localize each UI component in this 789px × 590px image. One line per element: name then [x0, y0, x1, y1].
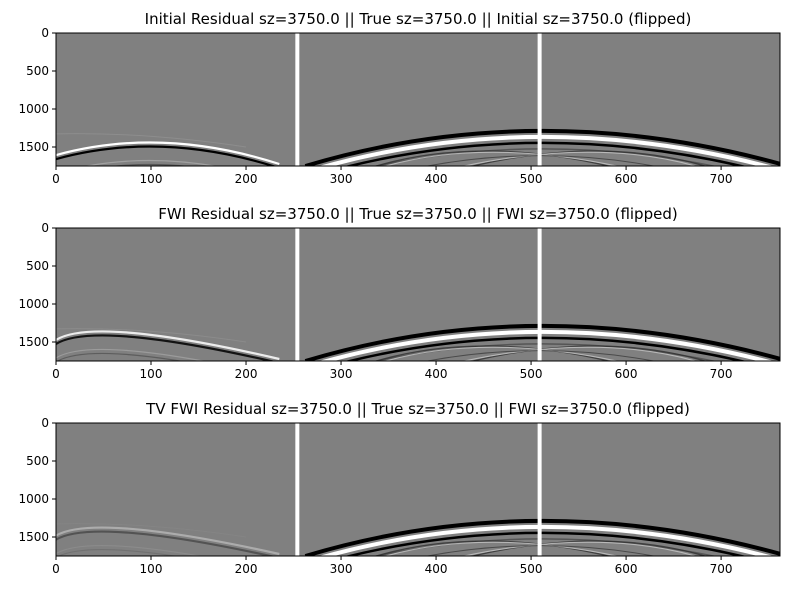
x-tick-label: 0 — [52, 172, 60, 186]
y-tick-label: 1000 — [18, 102, 49, 116]
direct-wave-shadow — [373, 538, 717, 556]
panel-frame — [55, 422, 781, 557]
separator-line — [537, 33, 542, 166]
reflection-arc-left-light — [384, 151, 620, 166]
x-tick-label: 700 — [710, 562, 733, 576]
direct-wave-shadow — [373, 343, 717, 361]
x-tick-label: 500 — [520, 172, 543, 186]
reflection-arc-right-dark — [470, 150, 708, 166]
residual-reflection-light — [56, 544, 203, 556]
panel-title: FWI Residual sz=3750.0 || True sz=3750.0… — [158, 205, 677, 223]
panel-frame — [55, 32, 781, 167]
x-tick-label: 600 — [615, 172, 638, 186]
x-tick-label: 300 — [330, 562, 353, 576]
residual-wavefront-light — [56, 141, 280, 166]
panel-frame — [55, 227, 781, 362]
separator-line — [295, 423, 300, 556]
direct-wave-dark-tail — [344, 531, 747, 556]
y-tick-label: 1500 — [18, 335, 49, 349]
y-tick-label: 500 — [26, 259, 49, 273]
x-tick-label: 700 — [710, 172, 733, 186]
separator-line — [537, 423, 542, 556]
x-tick-label: 300 — [330, 172, 353, 186]
x-tick-label: 0 — [52, 562, 60, 576]
direct-wave-light — [319, 134, 774, 166]
x-tick-label: 600 — [615, 367, 638, 381]
panel-content — [56, 423, 780, 556]
x-tick-label: 0 — [52, 367, 60, 381]
direct-wave-dark — [304, 128, 780, 166]
reflection-arc-left-light — [384, 346, 620, 361]
x-tick-label: 300 — [330, 367, 353, 381]
y-tick-label: 1500 — [18, 530, 49, 544]
subplot-1: Initial Residual sz=3750.0 || True sz=37… — [18, 10, 781, 186]
separator-line — [295, 33, 300, 166]
panel-content — [56, 33, 780, 166]
x-tick-label: 500 — [520, 562, 543, 576]
reflection-arc-left-light — [384, 541, 620, 556]
x-tick-label: 400 — [425, 367, 448, 381]
residual-reflection-light — [84, 159, 218, 166]
x-tick-label: 600 — [615, 562, 638, 576]
y-tick-label: 0 — [41, 416, 49, 430]
residual-reflection-dark — [58, 548, 179, 556]
x-tick-label: 200 — [235, 172, 258, 186]
residual-ghost-arc — [56, 523, 247, 538]
panel-content — [56, 228, 780, 361]
x-tick-label: 200 — [235, 367, 258, 381]
x-tick-label: 100 — [140, 367, 163, 381]
separator-line — [295, 228, 300, 361]
y-tick-label: 500 — [26, 454, 49, 468]
x-tick-label: 200 — [235, 562, 258, 576]
subplot-2: FWI Residual sz=3750.0 || True sz=3750.0… — [18, 205, 781, 381]
panel-title: Initial Residual sz=3750.0 || True sz=37… — [145, 10, 692, 28]
y-tick-label: 1000 — [18, 492, 49, 506]
residual-wavefront-light — [56, 526, 280, 556]
separator-line — [537, 228, 542, 361]
x-tick-label: 100 — [140, 172, 163, 186]
panel-title: TV FWI Residual sz=3750.0 || True sz=375… — [145, 400, 690, 418]
y-tick-label: 1500 — [18, 140, 49, 154]
y-tick-label: 500 — [26, 64, 49, 78]
direct-wave-dark — [304, 323, 780, 361]
direct-wave-light — [319, 329, 774, 361]
residual-ghost-arc — [56, 328, 247, 343]
reflection-arc-right-light — [461, 541, 698, 556]
residual-reflection-dark — [56, 352, 184, 361]
x-tick-label: 400 — [425, 172, 448, 186]
reflection-arc-right-light — [461, 346, 698, 361]
direct-wave-dark — [304, 518, 780, 556]
residual-reflection-light — [56, 348, 207, 361]
reflection-arc-left-dark — [374, 150, 611, 166]
reflection-arc-right-dark — [470, 540, 708, 556]
reflection-arc-right-light — [461, 151, 698, 166]
direct-wave-light — [319, 524, 774, 556]
x-tick-label: 700 — [710, 367, 733, 381]
residual-wavefront-dark — [56, 145, 277, 166]
residual-ghost-arc — [56, 133, 247, 148]
y-tick-label: 1000 — [18, 297, 49, 311]
subplot-3: TV FWI Residual sz=3750.0 || True sz=375… — [18, 400, 781, 576]
residual-wavefront-dark — [56, 334, 276, 361]
reflection-arc-left-dark — [374, 345, 611, 361]
residual-wavefront-dark — [56, 530, 276, 556]
x-tick-label: 500 — [520, 367, 543, 381]
residual-reflection-dark — [111, 163, 190, 166]
residual-wavefront-light — [56, 330, 280, 361]
direct-wave-dark-tail — [344, 141, 747, 166]
direct-wave-dark-tail — [344, 336, 747, 361]
reflection-arc-right-dark — [470, 345, 708, 361]
x-tick-label: 100 — [140, 562, 163, 576]
x-tick-label: 400 — [425, 562, 448, 576]
direct-wave-shadow — [373, 148, 717, 166]
reflection-arc-left-dark — [374, 540, 611, 556]
y-tick-label: 0 — [41, 221, 49, 235]
y-tick-label: 0 — [41, 26, 49, 40]
